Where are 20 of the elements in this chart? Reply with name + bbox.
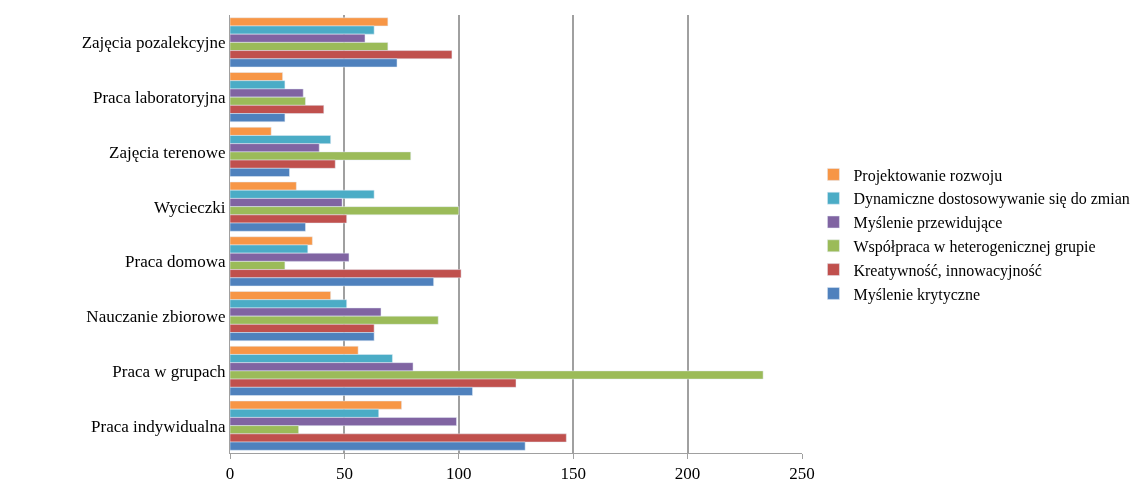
x-tick-label: 200 [674,464,701,484]
x-tick-label: 150 [560,464,586,484]
y-tick-label: Wycieczki [153,197,226,217]
legend-label: Myślenie przewidujące [853,214,1003,233]
legend-label: Projektowanie rozwoju [853,166,1003,185]
legend-label: Kreatywność, innowacyjność [853,261,1042,280]
x-tick-label: 50 [335,464,353,484]
x-tick-label: 100 [446,464,472,484]
legend-label: Myślenie krytyczne [853,285,981,304]
x-tick-label: 0 [225,464,235,484]
legend-label: Dynamiczne dostosowywanie się do zmian [853,190,1130,209]
y-tick-label: Praca laboratoryjna [92,88,227,108]
y-tick-label: Zajęcia pozalekcyjne [81,33,226,53]
y-tick-label: Praca w grupach [112,361,227,381]
y-tick-label: Nauczanie zbiorowe [86,307,226,327]
y-tick-label: Zajęcia terenowe [109,142,226,162]
x-tick-label: 250 [789,464,815,484]
y-tick-label: Praca indywidualna [91,416,227,436]
y-tick-label: Praca domowa [125,252,227,272]
legend-label: Współpraca w heterogenicznej grupie [853,238,1096,257]
